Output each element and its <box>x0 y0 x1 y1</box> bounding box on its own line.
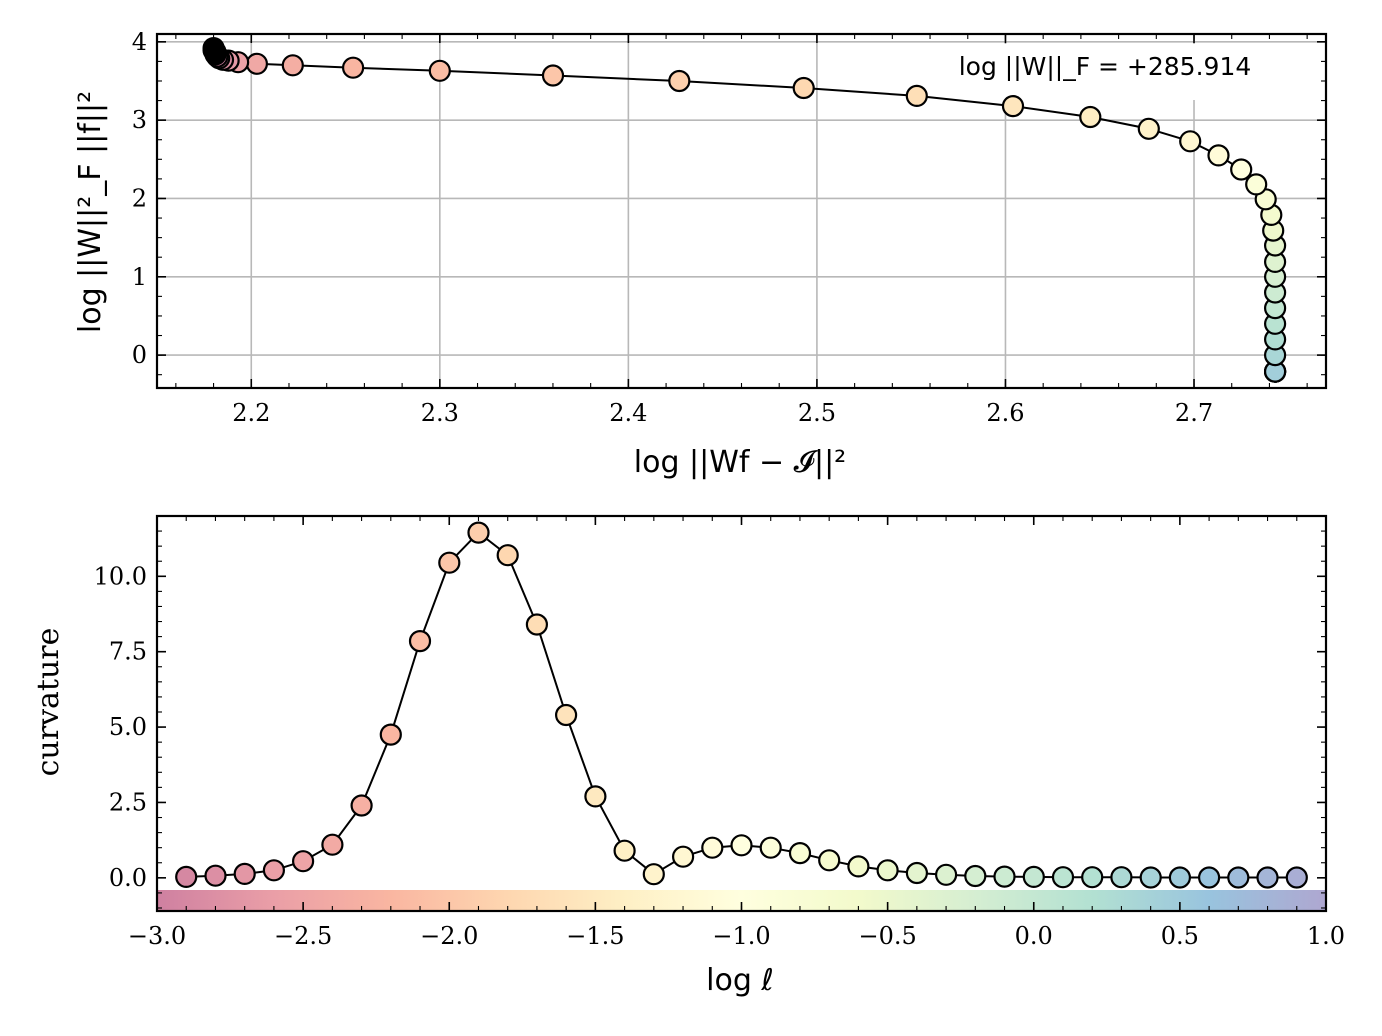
data-point-27 <box>964 864 987 888</box>
data-point-0 <box>202 36 225 60</box>
curvature-frame <box>155 514 1328 913</box>
data-point-10 <box>281 54 304 77</box>
data-point-18 <box>1079 105 1102 129</box>
x-tick-label-4: −1.0 <box>712 922 770 950</box>
x-tick-label-3: 2.5 <box>798 399 836 427</box>
lcurve-tick-labels: 2.2 2.3 2.4 2.5 2.6 2.7 0 1 2 3 4 <box>132 28 1213 427</box>
data-point-16 <box>642 863 665 886</box>
data-point-33 <box>1139 866 1162 889</box>
lcurve-frame <box>155 32 1328 390</box>
data-point-15 <box>613 839 636 862</box>
lcurve-y-axis-label: log ||W||²_F ||f||² <box>73 91 108 333</box>
data-point-17 <box>1001 94 1025 118</box>
data-point-11 <box>496 544 519 567</box>
curvature-tick-labels: −3.0 −2.5 −2.0 −1.5 −1.0 −0.5 0.0 0.5 1.0 0.0 2.5 5… <box>94 562 1346 950</box>
x-tick-label-0: 2.2 <box>232 399 270 427</box>
lcurve-x-axis-label: log ||Wf − 𝓘||² <box>634 445 846 480</box>
x-tick-label-2: −2.0 <box>420 922 478 950</box>
curvature-points <box>175 521 1308 889</box>
data-point-34 <box>1168 866 1192 889</box>
data-point-12 <box>428 59 451 82</box>
data-point-13 <box>541 64 565 87</box>
data-point-13 <box>554 703 578 727</box>
data-point-2 <box>233 862 256 886</box>
y-tick-label-1: 1 <box>132 263 147 291</box>
data-point-35 <box>1197 866 1221 889</box>
curvature-line <box>186 531 1297 879</box>
data-point-23 <box>847 855 870 878</box>
data-point-21 <box>788 841 812 865</box>
norm-annotation-box: log ||W||_F = +285.914 <box>927 44 1284 100</box>
data-point-4 <box>292 850 315 873</box>
curvature-panel: −3.0 −2.5 −2.0 −1.5 −1.0 −0.5 0.0 0.5 1.0 0.0 2.5 5… <box>31 514 1346 998</box>
data-point-18 <box>701 836 724 859</box>
data-point-19 <box>1137 117 1160 140</box>
data-point-32 <box>1110 866 1133 889</box>
lcurve-points <box>202 36 1287 383</box>
data-point-5 <box>321 833 344 856</box>
x-tick-label-1: 2.3 <box>421 399 459 427</box>
y-tick-label-3: 3 <box>132 106 147 134</box>
data-point-9 <box>438 551 461 574</box>
data-point-38 <box>1285 866 1308 889</box>
data-point-28 <box>993 865 1016 888</box>
y-tick-label-2: 5.0 <box>109 713 147 741</box>
y-tick-label-0: 0 <box>132 341 147 369</box>
curvature-y-axis-label: curvature <box>31 628 66 777</box>
data-point-26 <box>934 863 958 886</box>
x-tick-label-2: 2.4 <box>609 399 647 427</box>
data-point-29 <box>1022 865 1045 889</box>
curvature-x-axis-label: log ℓ <box>706 963 774 998</box>
x-tick-label-6: 0.0 <box>1015 922 1053 950</box>
data-point-7 <box>379 723 402 746</box>
data-point-17 <box>671 845 695 868</box>
data-point-25 <box>905 861 929 885</box>
y-tick-label-4: 4 <box>132 28 147 56</box>
x-tick-label-0: −3.0 <box>128 922 186 950</box>
x-tick-label-4: 2.6 <box>986 399 1024 427</box>
data-point-8 <box>408 629 432 653</box>
data-point-20 <box>759 836 782 859</box>
data-point-16 <box>905 84 928 108</box>
data-point-36 <box>1227 866 1250 889</box>
x-tick-label-1: −2.5 <box>274 922 332 950</box>
data-point-23 <box>1245 173 1268 196</box>
y-tick-label-1: 2.5 <box>109 788 147 816</box>
data-point-37 <box>1256 866 1279 889</box>
x-tick-label-7: 0.5 <box>1161 922 1199 950</box>
data-point-24 <box>876 859 899 882</box>
data-point-10 <box>467 521 490 544</box>
norm-annotation: log ||W||_F = +285.914 <box>959 52 1252 81</box>
data-point-14 <box>584 785 607 808</box>
data-point-30 <box>1051 866 1075 889</box>
x-tick-label-5: −0.5 <box>858 922 916 950</box>
data-point-22 <box>818 849 841 872</box>
data-point-21 <box>1207 144 1230 167</box>
data-point-19 <box>730 834 753 857</box>
y-tick-label-3: 7.5 <box>109 638 147 666</box>
lcurve-panel: log ||W||_F = +285.914 2.2 2.3 2.4 2.5 2.6 2.… <box>73 28 1328 480</box>
data-point-9 <box>245 52 268 75</box>
y-tick-label-2: 2 <box>132 184 147 212</box>
x-tick-label-5: 2.7 <box>1175 399 1213 427</box>
data-point-3 <box>262 859 285 882</box>
x-tick-label-3: −1.5 <box>566 922 624 950</box>
data-point-31 <box>1081 866 1104 889</box>
data-point-20 <box>1179 130 1202 153</box>
data-point-14 <box>668 69 691 93</box>
data-point-11 <box>342 56 365 79</box>
data-point-1 <box>204 864 227 887</box>
y-tick-label-4: 10.0 <box>94 562 147 590</box>
data-point-12 <box>525 613 549 636</box>
data-point-6 <box>350 794 373 817</box>
data-point-15 <box>792 76 815 100</box>
x-tick-label-8: 1.0 <box>1307 922 1345 950</box>
y-tick-label-0: 0.0 <box>109 864 147 892</box>
data-point-0 <box>175 865 198 889</box>
data-point-22 <box>1230 158 1253 181</box>
